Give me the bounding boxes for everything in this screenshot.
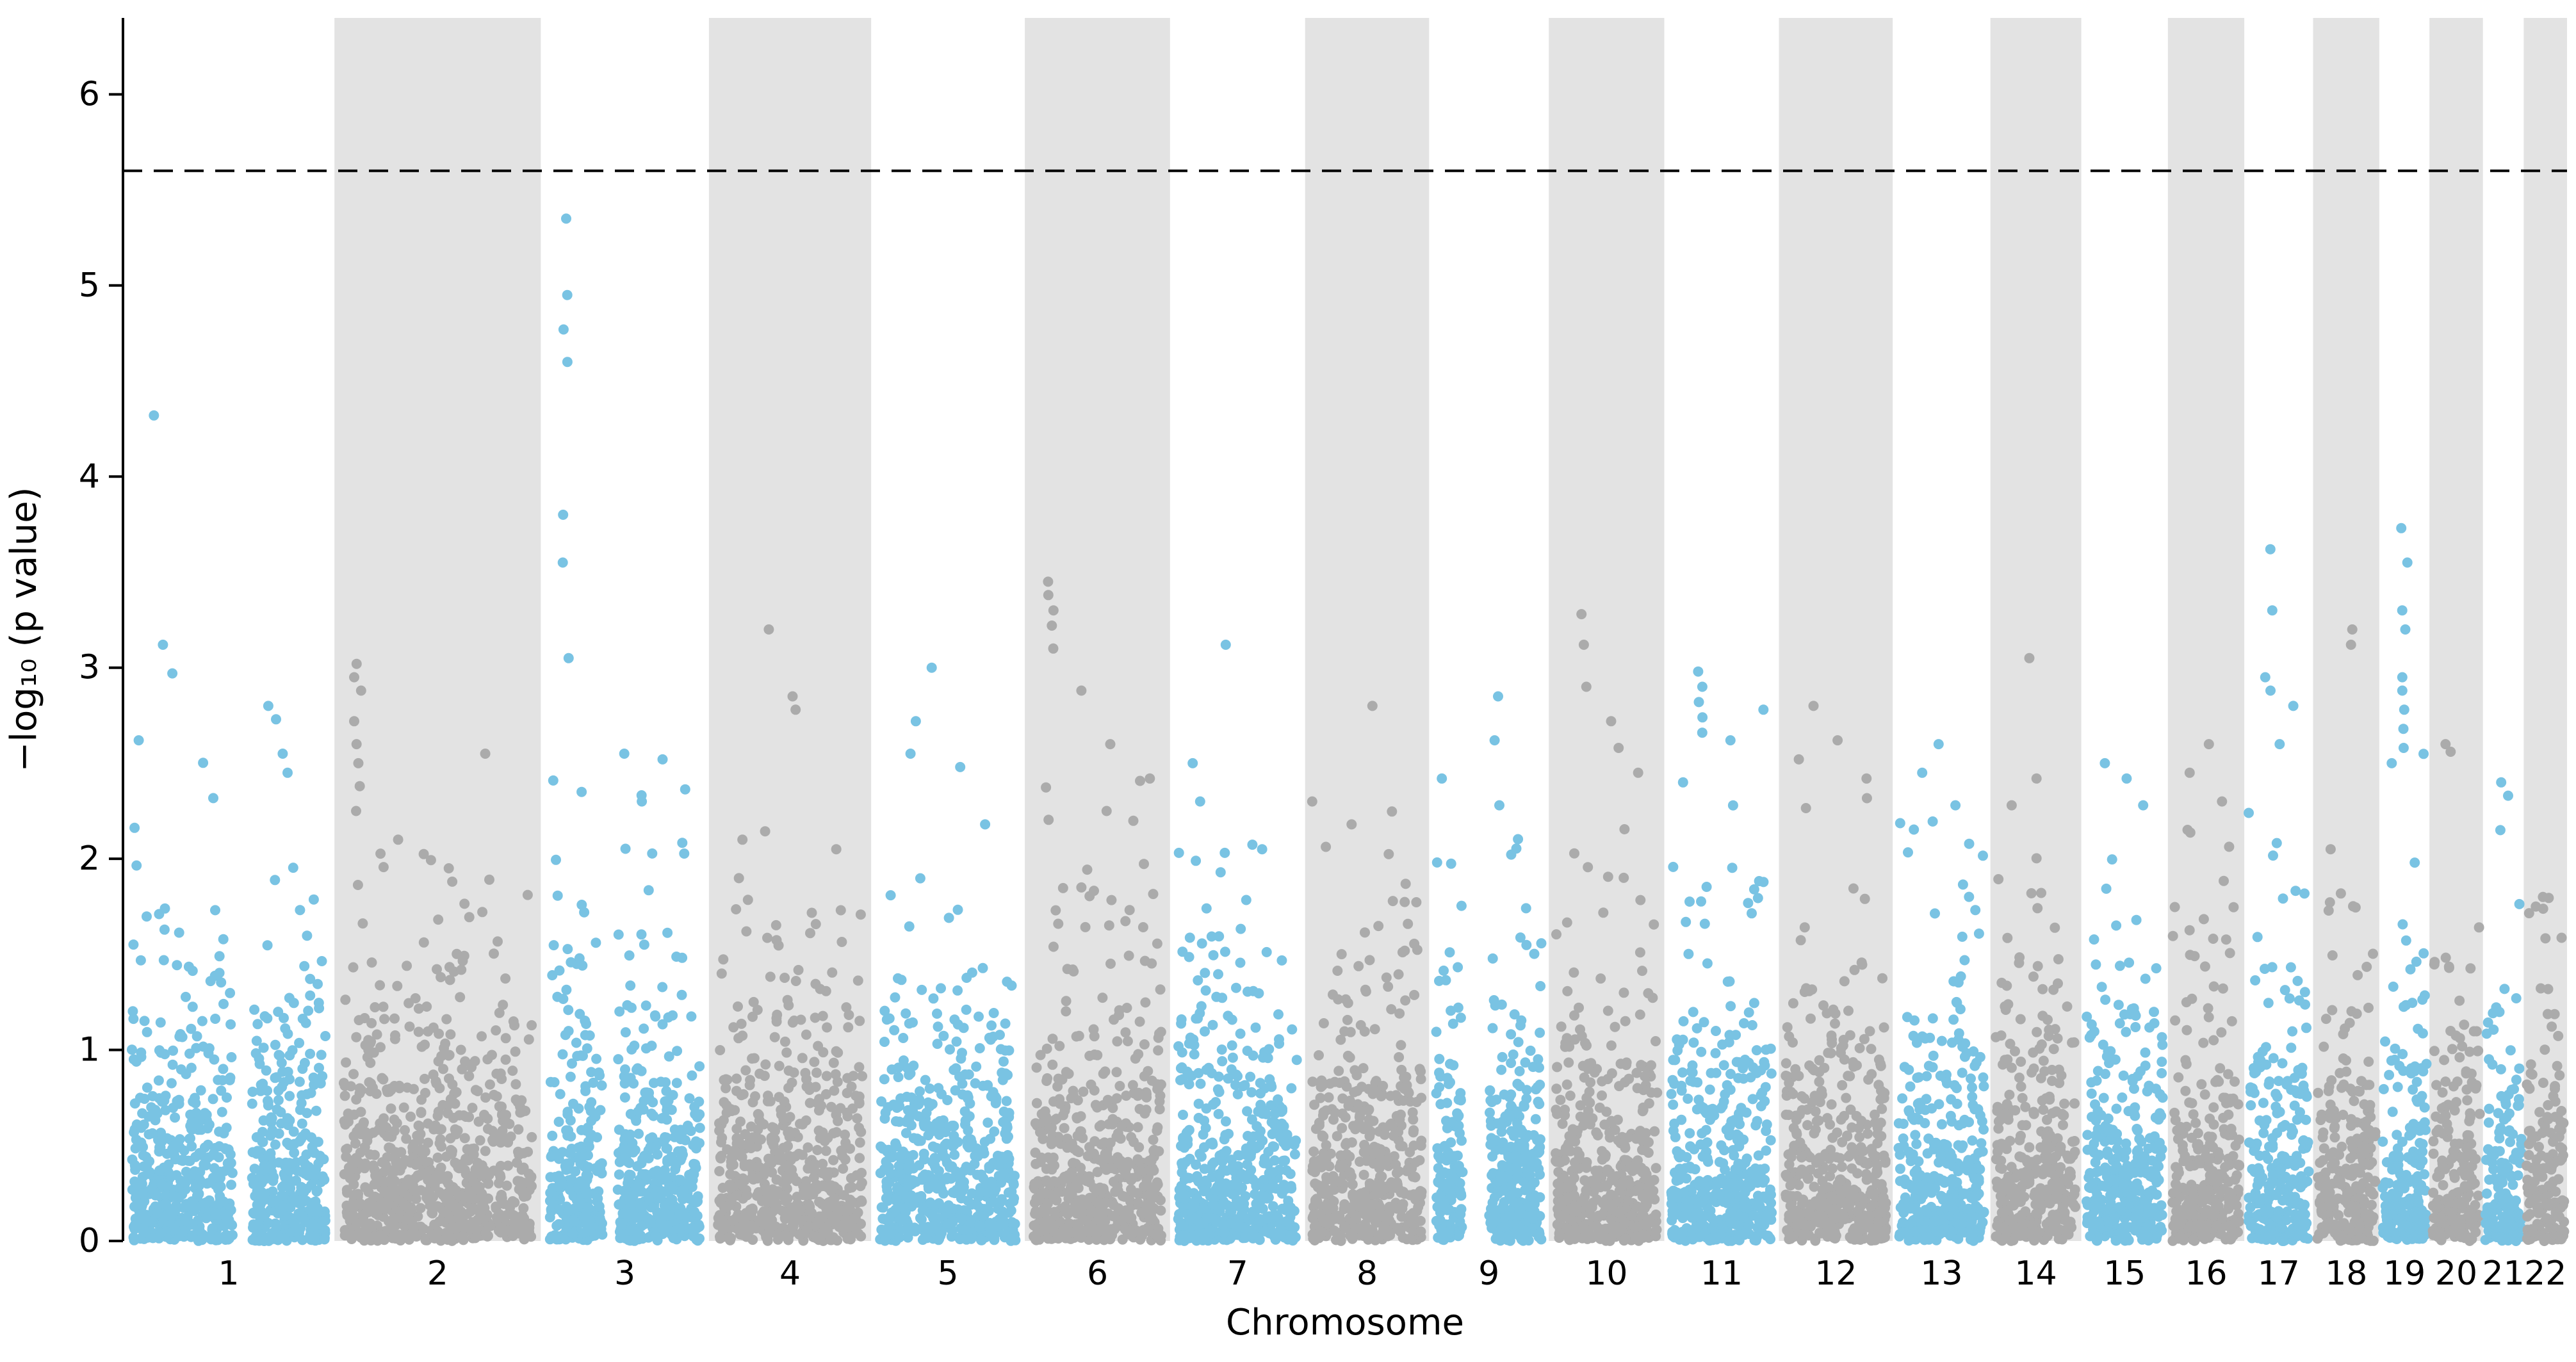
y-tick-label: 2 — [79, 839, 100, 878]
points-chr-19 — [2377, 523, 2432, 1245]
x-tick-label: 20 — [2435, 1254, 2477, 1293]
y-axis: 0 1 2 3 4 5 6 — [79, 18, 124, 1260]
points-chr-17 — [2244, 544, 2314, 1246]
chromosome-band — [2167, 18, 2245, 1241]
points-chr-8 — [1307, 701, 1427, 1246]
points-chr-6 — [1029, 576, 1166, 1246]
chromosome-band — [1305, 18, 1430, 1241]
y-tick-label: 1 — [79, 1031, 100, 1069]
x-tick-label: 3 — [614, 1254, 635, 1293]
points-chr-9 — [1431, 691, 1547, 1246]
x-tick-label: 21 — [2482, 1254, 2525, 1293]
points-chr-12 — [1781, 701, 1891, 1246]
points-chr-3 — [544, 213, 705, 1246]
chromosome-band — [2523, 18, 2567, 1241]
y-tick-label: 0 — [79, 1222, 100, 1260]
x-tick-label: 15 — [2103, 1254, 2146, 1293]
x-tick-label: 8 — [1357, 1254, 1378, 1293]
y-tick-label: 6 — [79, 75, 100, 113]
x-tick-label: 2 — [427, 1254, 448, 1293]
x-tick-label: 16 — [2185, 1254, 2227, 1293]
x-tick-label: 5 — [938, 1254, 959, 1293]
points-chr-7 — [1173, 639, 1302, 1246]
x-tick-label: 17 — [2258, 1254, 2300, 1293]
x-tick-label: 11 — [1700, 1254, 1743, 1293]
points-chr-21 — [2480, 777, 2527, 1246]
points-chr-13 — [1893, 739, 1989, 1246]
chromosome-band — [1549, 18, 1665, 1241]
x-tick-label: 22 — [2524, 1254, 2566, 1293]
points-chr-22 — [2522, 891, 2570, 1246]
x-tick-label: 12 — [1814, 1254, 1857, 1293]
chromosome-bands — [334, 18, 2567, 1241]
x-tick-label: 10 — [1585, 1254, 1627, 1293]
points-chr-2 — [338, 658, 537, 1246]
points-chr-20 — [2427, 739, 2485, 1246]
points-chr-1 — [127, 410, 330, 1246]
x-tick-label: 13 — [1920, 1254, 1962, 1293]
x-tick-labels: 1 2 3 4 5 6 7 8 9 10 11 12 13 14 15 16 17 18 19 20 21 22 — [218, 1254, 2567, 1293]
x-tick-label: 7 — [1227, 1254, 1248, 1293]
x-tick-label: 19 — [2383, 1254, 2425, 1293]
y-tick-label: 3 — [79, 649, 100, 687]
points-chr-16 — [2167, 739, 2245, 1246]
points-chr-18 — [2312, 624, 2381, 1246]
y-axis-label: −log₁₀ (p value) — [3, 487, 45, 772]
x-tick-label: 6 — [1087, 1254, 1108, 1293]
x-tick-label: 1 — [218, 1254, 240, 1293]
points-chr-15 — [2082, 758, 2168, 1246]
points-chr-10 — [1551, 609, 1663, 1246]
x-tick-label: 18 — [2325, 1254, 2367, 1293]
points-chr-14 — [1991, 653, 2081, 1246]
y-tick-label: 5 — [79, 266, 100, 305]
x-tick-label: 4 — [779, 1254, 801, 1293]
scatter-points — [127, 213, 2570, 1246]
chromosome-band — [708, 18, 872, 1241]
points-chr-11 — [1666, 666, 1777, 1246]
points-chr-4 — [713, 624, 868, 1246]
x-tick-label: 14 — [2015, 1254, 2057, 1293]
x-tick-label: 9 — [1478, 1254, 1499, 1293]
points-chr-5 — [875, 662, 1021, 1246]
x-axis-label: Chromosome — [1226, 1302, 1464, 1343]
y-tick-label: 4 — [79, 457, 100, 496]
